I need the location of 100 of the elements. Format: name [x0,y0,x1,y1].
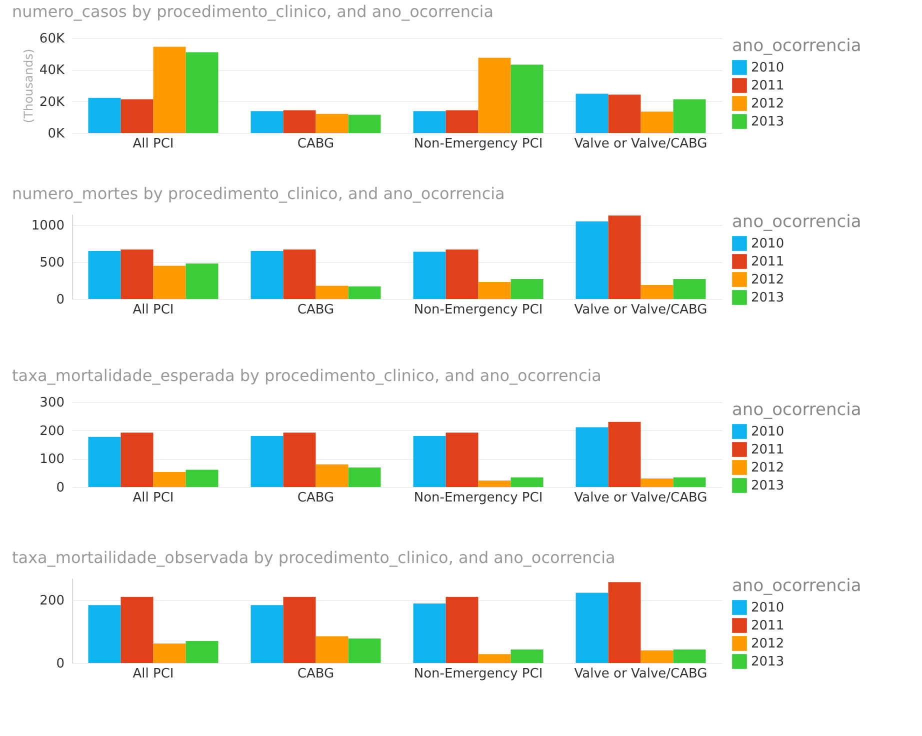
x-tick-label: Non-Emergency PCI [414,136,543,152]
bar [120,249,154,299]
bar [413,252,446,299]
x-tick-label: CABG [297,302,334,318]
legend-title: ano_ocorrencia [732,36,862,56]
y-tick-label: 60K [39,32,65,46]
bar [250,111,284,133]
bar [250,436,284,487]
x-tick-label: Non-Emergency PCI [414,302,543,318]
x-tick-label: CABG [297,136,334,152]
bar [640,112,674,133]
bar [316,636,348,663]
bar [413,111,446,133]
bar [510,64,544,133]
x-tick-label: All PCI [132,666,174,682]
legend-label: 2011 [751,254,784,270]
bar [608,215,641,299]
bar [576,592,608,663]
legend-label: 2012 [751,272,784,288]
legend-label: 2012 [751,636,784,652]
chart-title: taxa_mortailidade_observada by procedimento_clinico, and ano_ocorrencia [12,548,616,567]
x-tick-label: Valve or Valve/CABG [574,136,708,152]
bar [446,432,478,487]
legend-label: 2012 [751,96,784,112]
y-tick-label: 0 [56,656,64,672]
bar [348,114,381,133]
x-tick-label: CABG [297,666,334,682]
chart-title: numero_mortes by procedimento_clinico, and ano_ocorrencia [12,184,505,203]
x-tick-label: Non-Emergency PCI [414,666,543,682]
bar [413,604,446,663]
x-tick-label: Valve or Valve/CABG [574,302,708,318]
y-tick-label: 300 [40,396,64,410]
bar [186,52,218,133]
y-axis-title: (Thousands) [21,48,36,124]
bar [88,605,121,663]
y-tick-label: 500 [40,256,64,271]
legend-label: 2013 [751,290,784,306]
x-tick-label: CABG [297,490,334,506]
bar [478,58,511,133]
bar [153,472,186,487]
bar [348,286,381,299]
legend-label: 2013 [751,478,784,494]
bar [576,94,608,133]
x-tick-label: All PCI [132,490,174,506]
x-tick-label: Valve or Valve/CABG [574,666,708,682]
bar [640,650,674,663]
bar [120,432,154,487]
bar [186,264,218,299]
bar [640,478,674,487]
y-tick-label: 40K [39,63,65,78]
bar [640,284,674,299]
legend-label: 2013 [751,114,784,130]
bar [673,649,706,663]
chart-title: taxa_mortalidade_esperada by procedimento_clinico, and ano_ocorrencia [12,366,602,385]
legend-label: 2012 [751,460,784,476]
y-tick-label: 100 [40,452,64,468]
bar [153,266,186,299]
legend-title: ano_ocorrencia [732,400,862,420]
legend-title: ano_ocorrencia [732,576,862,596]
bar [348,638,381,663]
bar [510,279,544,299]
bar [608,582,641,663]
bar [478,654,511,663]
bar [446,110,478,133]
bar [316,286,348,299]
chart-title: numero_casos by procedimento_clinico, and ano_ocorrencia [12,2,494,21]
bar [478,480,511,487]
bar [250,250,284,299]
bar [120,596,154,663]
bar [608,94,641,133]
bar [88,98,121,133]
legend-label: 2011 [751,618,784,634]
bar [576,427,608,487]
legend-label: 2010 [751,424,784,440]
bar [608,422,641,487]
bar [510,477,544,487]
y-tick-label: 0 [56,292,64,308]
bar [510,649,544,663]
bar [153,46,186,133]
bar [413,436,446,487]
y-tick-label: 200 [40,424,64,439]
y-tick-label: 1000 [31,218,64,234]
bar [88,436,121,487]
bar [283,249,316,299]
bar [316,464,348,487]
bar [88,250,121,299]
bar [673,477,706,487]
bar [348,467,381,487]
bar [673,99,706,133]
bar [283,110,316,133]
x-tick-label: Valve or Valve/CABG [574,490,708,506]
legend-label: 2011 [751,442,784,458]
y-tick-label: 0K [48,126,65,142]
bar [186,640,218,663]
bar [446,596,478,663]
bar [316,114,348,133]
bar [186,470,218,487]
y-tick-label: 200 [40,594,64,609]
legend-title: ano_ocorrencia [732,212,862,232]
x-tick-label: All PCI [132,302,174,318]
